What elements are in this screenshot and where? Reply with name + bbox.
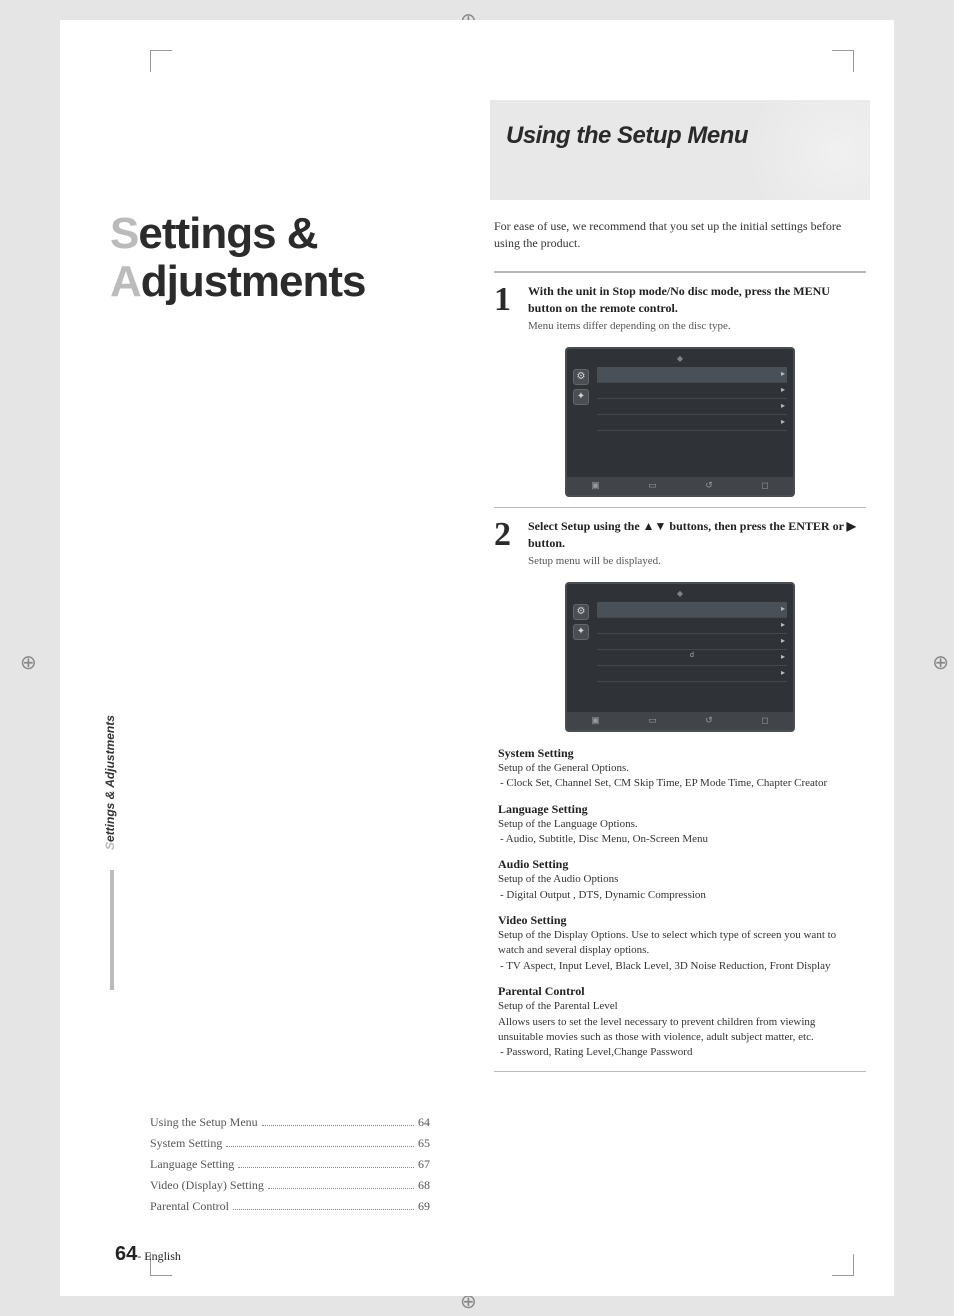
toc-row: Parental Control 69	[150, 1199, 430, 1214]
toc-dots	[268, 1188, 414, 1189]
crop-mark-tl	[150, 50, 172, 72]
step-note: Menu items differ depending on the disc …	[528, 319, 866, 334]
setting-bullet: - TV Aspect, Input Level, Black Level, 3…	[498, 959, 862, 974]
chapter-initial-2: A	[110, 257, 141, 306]
step-note: Setup menu will be displayed.	[528, 554, 866, 569]
chapter-rest-1: ettings &	[138, 209, 317, 258]
reg-mark-left: ⊕	[20, 650, 37, 675]
toc-dots	[238, 1167, 414, 1168]
section-banner: Using the Setup Menu	[490, 100, 870, 200]
setting-text: Setup of the Audio Options	[498, 872, 862, 887]
toc-page: 64	[418, 1115, 430, 1130]
crop-mark-tr	[832, 50, 854, 72]
page-footer: 64- English	[115, 1243, 181, 1266]
toc-page: 68	[418, 1178, 430, 1193]
step-divider	[494, 507, 866, 508]
intro-text: For ease of use, we recommend that you s…	[490, 218, 870, 253]
toc-row: Language Setting 67	[150, 1157, 430, 1172]
rule-top	[494, 271, 866, 273]
table-of-contents: Using the Setup Menu 64 System Setting 65 La…	[150, 1109, 430, 1220]
setting-bullet: - Audio, Subtitle, Disc Menu, On-Screen …	[498, 832, 862, 847]
page: Settings & Adjustments Settings & Adjust…	[60, 20, 894, 1296]
setting-bullet: - Password, Rating Level,Change Password	[498, 1045, 862, 1060]
menu-icon: ✦	[573, 389, 589, 405]
menu-icon: ✦	[573, 624, 589, 640]
chapter-title: Settings & Adjustments	[110, 210, 460, 307]
toc-dots	[262, 1125, 414, 1126]
steps-container: 1 With the unit in Stop mode/No disc mode…	[490, 283, 870, 732]
toc-page: 67	[418, 1157, 430, 1172]
toc-label: Parental Control	[150, 1199, 229, 1214]
setting-text: Setup of the Parental Level	[498, 999, 862, 1014]
setting-text: Setup of the Display Options. Use to sel…	[498, 928, 862, 959]
step: 1 With the unit in Stop mode/No disc mode…	[490, 283, 870, 335]
toc-label: Language Setting	[150, 1157, 234, 1172]
crop-mark-br	[832, 1254, 854, 1276]
footer-lang: English	[144, 1249, 181, 1263]
setting-title: Audio Setting	[498, 857, 862, 872]
step-number: 2	[494, 518, 518, 570]
setting-title: Language Setting	[498, 802, 862, 817]
setting-extra: Allows users to set the level necessary …	[498, 1015, 862, 1046]
toc-label: Using the Setup Menu	[150, 1115, 258, 1130]
step-body: Select Setup using the ▲▼ buttons, then …	[528, 518, 866, 570]
step: 2 Select Setup using the ▲▼ buttons, then…	[490, 518, 870, 570]
rule-bottom	[494, 1071, 866, 1072]
descriptions: System SettingSetup of the General Optio…	[490, 746, 870, 1061]
setting-text: Setup of the Language Options.	[498, 817, 862, 832]
left-column: Settings & Adjustments Settings & Adjust…	[110, 100, 460, 1220]
sidebar-vertical-label: Settings & Adjustments	[103, 715, 117, 850]
menu-screenshot: ◆⚙✦▸▸▸▸▣▭↺◻	[565, 347, 795, 497]
page-number: 64	[115, 1243, 137, 1265]
toc-page: 65	[418, 1136, 430, 1151]
right-column: Using the Setup Menu For ease of use, we…	[490, 100, 870, 1082]
step-instruction: With the unit in Stop mode/No disc mode,…	[528, 283, 866, 317]
toc-row: System Setting 65	[150, 1136, 430, 1151]
step-instruction: Select Setup using the ▲▼ buttons, then …	[528, 518, 866, 552]
chapter-rest-2: djustments	[141, 257, 366, 306]
toc-label: System Setting	[150, 1136, 222, 1151]
menu-icon: ⚙	[573, 369, 589, 385]
setting-bullet: - Clock Set, Channel Set, CM Skip Time, …	[498, 776, 862, 791]
menu-screenshot: ◆⚙✦▸▸▸▸d▸▣▭↺◻	[565, 582, 795, 732]
setting-title: Parental Control	[498, 984, 862, 999]
toc-label: Video (Display) Setting	[150, 1178, 264, 1193]
step-body: With the unit in Stop mode/No disc mode,…	[528, 283, 866, 335]
toc-dots	[233, 1209, 414, 1210]
toc-page: 69	[418, 1199, 430, 1214]
sidebar-accent-bar	[110, 870, 114, 990]
chapter-initial-1: S	[110, 209, 138, 258]
setting-bullet: - Digital Output , DTS, Dynamic Compress…	[498, 888, 862, 903]
menu-icon: ⚙	[573, 604, 589, 620]
reg-mark-right: ⊕	[932, 650, 949, 675]
toc-dots	[226, 1146, 414, 1147]
setting-text: Setup of the General Options.	[498, 761, 862, 776]
setting-title: System Setting	[498, 746, 862, 761]
toc-row: Using the Setup Menu 64	[150, 1115, 430, 1130]
toc-row: Video (Display) Setting 68	[150, 1178, 430, 1193]
step-number: 1	[494, 283, 518, 335]
setting-title: Video Setting	[498, 913, 862, 928]
section-title: Using the Setup Menu	[506, 122, 854, 150]
